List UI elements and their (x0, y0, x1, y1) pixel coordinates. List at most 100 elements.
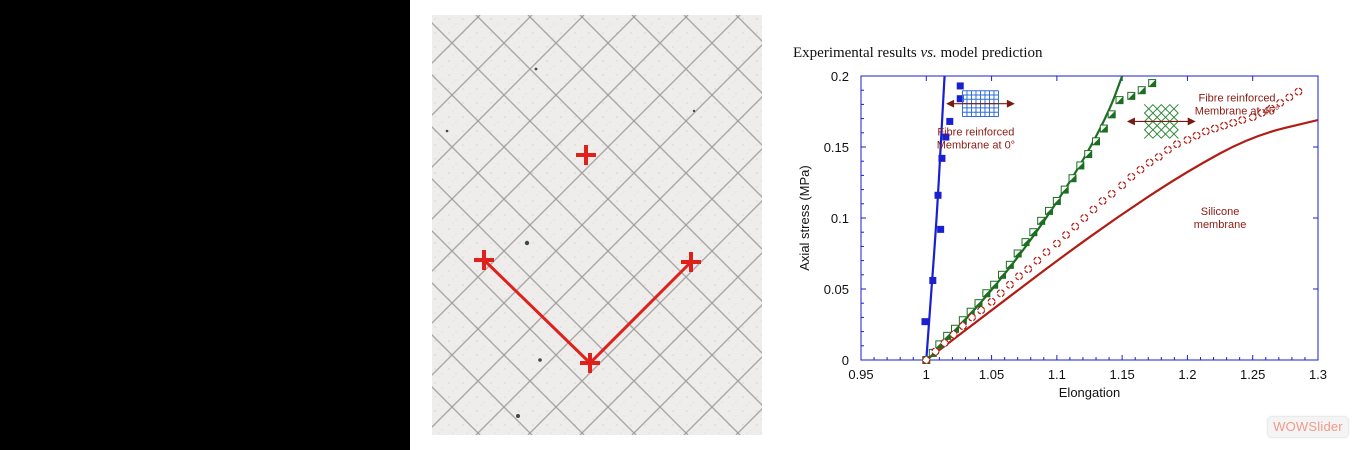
y-tick-label: 0.15 (824, 140, 849, 155)
blue-model-curve (925, 76, 946, 360)
green-data-point (1099, 124, 1108, 133)
red-data-point (1154, 152, 1163, 161)
red-data-point (1098, 196, 1107, 205)
photo-grid-lines (432, 15, 762, 435)
grid-line-a (683, 356, 762, 435)
chart-title-vs: vs. (920, 45, 937, 61)
red-data-point (1033, 256, 1042, 265)
grid-line-a (432, 15, 637, 220)
blue-data-point (946, 117, 954, 125)
red-data-point (931, 347, 940, 356)
annotation-fibre45-line: Fibre reinforced (1199, 93, 1276, 105)
green-data-point (1021, 238, 1030, 247)
red-data-point (1172, 140, 1181, 149)
red-data-point (1014, 272, 1023, 281)
red-data-point (1118, 181, 1127, 190)
red-data-point (1257, 108, 1266, 117)
green-data-point (1068, 174, 1077, 183)
red-data-point (1061, 231, 1070, 240)
x-tick-label: 1.15 (1109, 367, 1134, 382)
x-tick-label: 1 (923, 367, 930, 382)
blue-data-point (929, 276, 937, 284)
green-data-point (1013, 249, 1022, 258)
annotation-fibre0-line: Fibre reinforced (937, 127, 1014, 139)
y-tick-label: 0.2 (831, 69, 849, 84)
y-tick-label: 0.1 (831, 211, 849, 226)
grid-line-b (432, 230, 637, 435)
red-data-point (967, 313, 976, 322)
grid-line-a (432, 15, 533, 116)
red-model-curve (925, 118, 1318, 360)
red-data-point (1219, 121, 1228, 130)
x-tick-label: 1.3 (1309, 367, 1327, 382)
green-data-point (982, 289, 991, 298)
blue-data-point (942, 133, 950, 141)
grid-line-b (432, 282, 585, 435)
cross-marker-left (474, 250, 494, 270)
fibre-45-mesh-icon (1143, 104, 1179, 139)
green-data-point (998, 270, 1007, 279)
red-data-point (1080, 214, 1089, 223)
membrane-grid-photo (432, 15, 762, 435)
blue-data-point (937, 225, 945, 233)
red-data-point (1005, 280, 1014, 289)
red-data-point (1136, 165, 1145, 174)
green-data-point (1148, 79, 1157, 88)
fibre-45-double-arrow-icon (1126, 117, 1196, 126)
annotation-silicone-line: membrane (1194, 219, 1247, 231)
grid-line-a (432, 15, 585, 168)
x-tick-label: 1.05 (979, 367, 1004, 382)
red-data-point (1163, 145, 1172, 154)
black-side-panel (0, 0, 410, 450)
chart-title-suffix: model prediction (936, 45, 1043, 61)
red-data-point (1107, 189, 1116, 198)
green-data-point (1127, 91, 1136, 100)
red-data-point (1201, 127, 1210, 136)
cross-marker-bottom (580, 353, 600, 373)
photo-background (432, 15, 762, 435)
grid-line-b (475, 15, 762, 302)
chart-title: Experimental results vs. model predictio… (793, 45, 1043, 62)
annotation-fibre45-line: Membrane at 45° (1195, 106, 1280, 118)
blue-data-point (956, 95, 964, 103)
red-data-point (1266, 104, 1275, 113)
red-data-point (958, 321, 967, 330)
green-data-point (1115, 96, 1124, 105)
green-model-curve (925, 76, 1124, 360)
red-data-point (1145, 158, 1154, 167)
red-data-point (1276, 98, 1285, 107)
x-tick-label: 0.95 (848, 367, 873, 382)
green-data-point (974, 299, 983, 308)
red-data-point (1042, 248, 1051, 257)
red-data-point (1089, 205, 1098, 214)
green-data-point (1005, 260, 1014, 269)
y-tick-label: 0.05 (824, 282, 849, 297)
red-data-point (1071, 222, 1080, 231)
cross-marker-right (681, 252, 701, 272)
red-data-point (1052, 239, 1061, 248)
green-data-point (1037, 216, 1046, 225)
blue-data-point (934, 191, 942, 199)
wowslider-watermark: WOWSlider (1268, 417, 1348, 437)
green-data-point (1137, 86, 1146, 95)
red-data-point (1210, 124, 1219, 133)
blue-data-point (938, 154, 946, 162)
red-data-point (949, 330, 958, 339)
x-axis-label: Elongation (1059, 385, 1120, 400)
axis-ticks: 0.95 1 1.05 1.1 1.15 1.2 1.25 1.3 0 0.05 0.1 0.15 0.… (824, 69, 1327, 382)
red-data-point (1285, 93, 1294, 102)
green-data-point (1045, 206, 1054, 215)
red-data-point (1183, 135, 1192, 144)
blue-data-point (921, 318, 929, 326)
grid-membrane-photo-svg (432, 15, 762, 435)
model-curves (925, 76, 1318, 360)
grid-line-b (527, 15, 762, 250)
red-data-point (1294, 87, 1303, 96)
red-data-point (1248, 113, 1257, 122)
green-data-point (1029, 228, 1038, 237)
grid-line-b (432, 74, 762, 406)
annotation-silicone-line: Silicone (1201, 206, 1240, 218)
grid-line-b (432, 22, 762, 354)
y-axis-label: Axial stress (MPa) (797, 165, 812, 270)
